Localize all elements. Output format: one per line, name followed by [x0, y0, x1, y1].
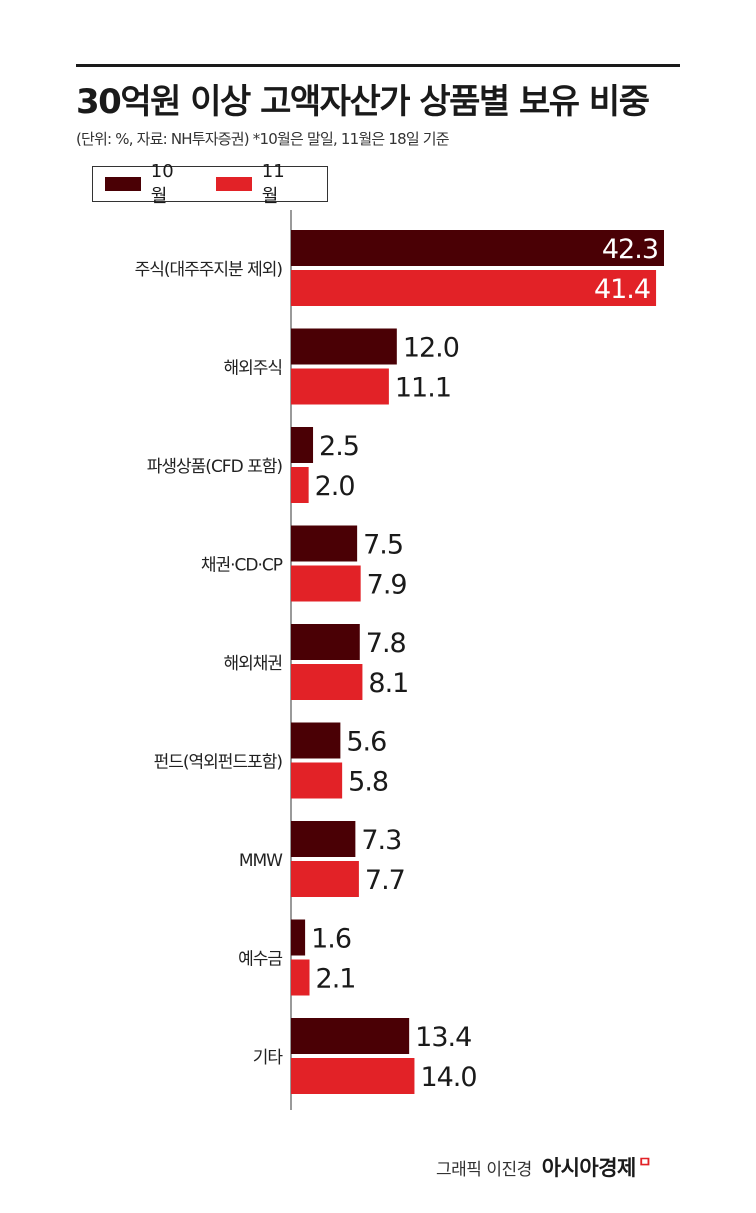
legend-swatch-november [216, 177, 252, 191]
data-label: 11.1 [395, 373, 451, 404]
data-label: 2.5 [319, 431, 359, 462]
page-title: 30억원 이상 고액자산가 상품별 보유 비중 [76, 82, 650, 122]
category-label: 채권·CD·CP [201, 556, 283, 576]
data-label: 8.1 [368, 668, 408, 699]
data-label: 7.3 [361, 825, 401, 856]
bar-october [291, 722, 341, 759]
data-label: 7.8 [366, 628, 406, 659]
bar-november [291, 959, 310, 996]
page-subtitle: (단위: %, 자료: NH투자증권) *10월은 말일, 11월은 18일 기… [76, 130, 450, 148]
bar-november [291, 861, 359, 897]
bar-november [291, 565, 361, 602]
bar-november [291, 270, 657, 306]
category-label: 파생상품(CFD 포함) [147, 457, 283, 477]
chart-legend: 10월 11월 [92, 161, 328, 207]
legend-item-october: 10월 [105, 161, 190, 208]
category-label: 해외주식 [223, 359, 282, 379]
bar-october [291, 821, 356, 857]
data-label: 41.4 [594, 274, 650, 305]
footer-credit: 그래픽 이진경 아시아경제 ㅁ [436, 1152, 652, 1182]
bar-october [291, 624, 360, 660]
brand-mark-icon: ㅁ [637, 1152, 652, 1171]
bar-november [291, 1058, 415, 1094]
bar-october [291, 328, 397, 365]
data-label: 13.4 [415, 1022, 471, 1053]
legend-label-november: 11월 [261, 160, 285, 207]
data-label: 2.0 [315, 471, 355, 502]
bar-november [291, 467, 309, 503]
category-label: 주식(대주주지분 제외) [135, 260, 283, 280]
data-label: 12.0 [403, 333, 459, 364]
category-label: 펀드(역외펀드포함) [154, 753, 283, 773]
data-label: 5.8 [348, 767, 388, 798]
data-label: 42.3 [602, 234, 658, 265]
bar-november [291, 664, 363, 700]
bar-october [291, 427, 314, 463]
legend-item-november: 11월 [216, 161, 301, 208]
bar-october [291, 230, 664, 266]
legend-label-october: 10월 [150, 160, 174, 207]
category-label: 해외채권 [223, 654, 282, 674]
brand-logo: 아시아경제 [541, 1156, 637, 1180]
data-label: 2.1 [316, 964, 356, 995]
category-label: 기타 [253, 1048, 284, 1068]
bar-october [291, 525, 358, 562]
data-label: 7.5 [363, 530, 403, 561]
category-label: 예수금 [238, 950, 282, 970]
bar-october [291, 1018, 410, 1054]
data-label: 5.6 [346, 727, 386, 758]
data-label: 1.6 [311, 924, 351, 955]
category-label: MMW [239, 851, 283, 871]
data-label: 14.0 [420, 1062, 476, 1093]
bar-october [291, 919, 306, 956]
top-rule [76, 64, 680, 67]
bar-november [291, 368, 389, 405]
data-label: 7.7 [365, 865, 405, 896]
legend-swatch-october [105, 177, 141, 191]
data-label: 7.9 [367, 570, 407, 601]
bar-november [291, 762, 343, 799]
graphic-credit: 그래픽 이진경 [436, 1159, 532, 1180]
